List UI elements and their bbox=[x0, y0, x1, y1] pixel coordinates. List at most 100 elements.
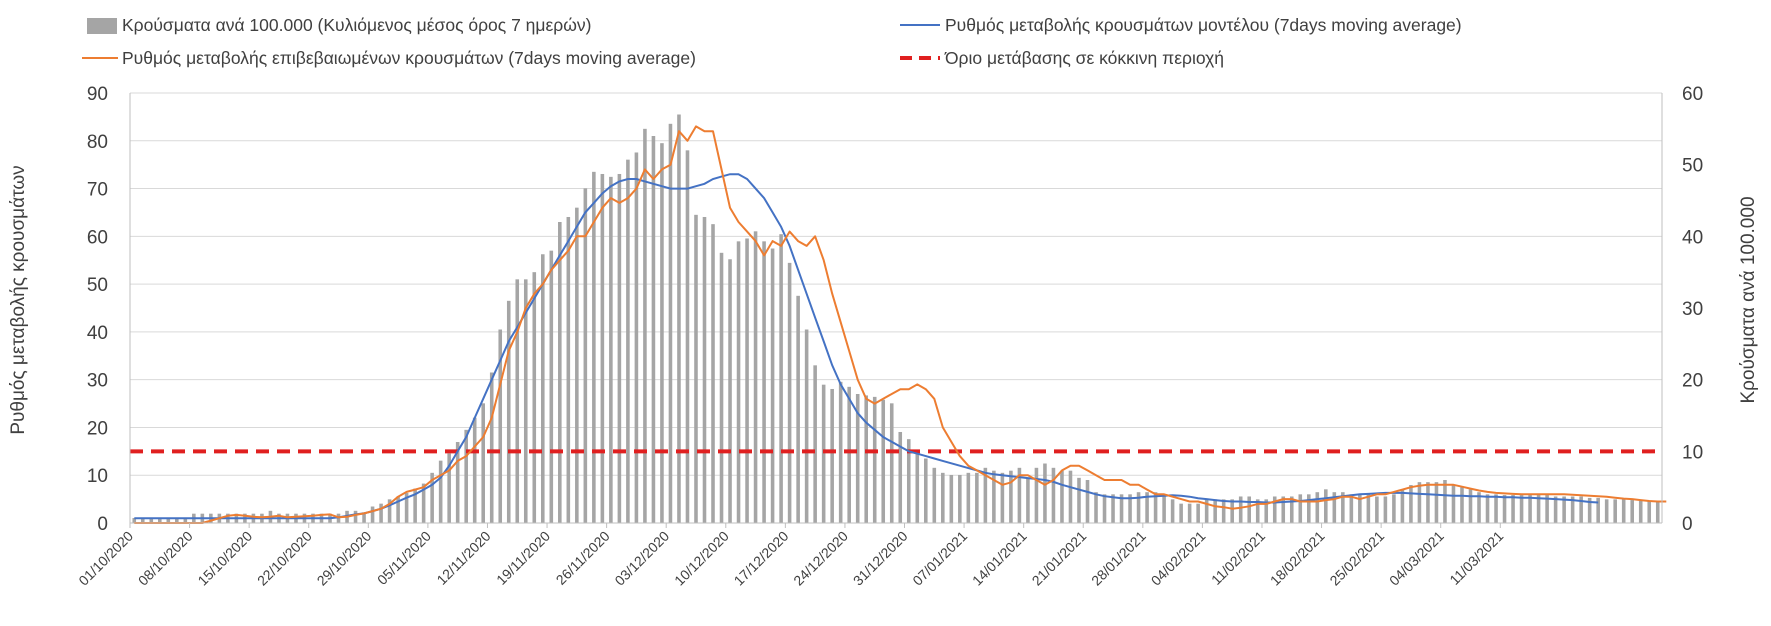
left-tick-label: 40 bbox=[87, 323, 108, 344]
bar bbox=[1332, 492, 1337, 523]
axes bbox=[129, 93, 1663, 524]
bar bbox=[1383, 496, 1388, 523]
bar bbox=[1349, 494, 1354, 523]
bar bbox=[1187, 503, 1192, 523]
bar bbox=[1238, 496, 1243, 523]
left-tick-label: 70 bbox=[87, 180, 108, 201]
gridlines bbox=[130, 92, 1662, 476]
bar bbox=[702, 216, 707, 523]
bar bbox=[1298, 494, 1303, 523]
bar bbox=[472, 417, 477, 523]
bar bbox=[1621, 499, 1626, 523]
bar bbox=[1519, 495, 1524, 523]
bar bbox=[430, 472, 434, 523]
bar bbox=[1111, 494, 1115, 523]
bar bbox=[1289, 496, 1294, 523]
bar bbox=[821, 384, 826, 523]
bar bbox=[941, 472, 945, 523]
x-axis-ticks: 01/10/202008/10/202015/10/202022/10/2020… bbox=[75, 523, 1507, 589]
bar bbox=[958, 474, 962, 523]
bar bbox=[1213, 499, 1217, 523]
bar bbox=[1528, 495, 1532, 523]
bar bbox=[915, 453, 920, 523]
bar bbox=[1638, 500, 1643, 523]
bar bbox=[898, 431, 903, 523]
bar bbox=[515, 279, 520, 523]
bar bbox=[1341, 492, 1345, 523]
bar bbox=[1587, 497, 1592, 523]
legend: Κρούσματα ανά 100.000 (Κυλιόμενος μέσος … bbox=[82, 15, 1462, 68]
x-tick-label: 24/12/2020 bbox=[790, 528, 851, 589]
bar bbox=[558, 222, 562, 523]
bar bbox=[387, 499, 392, 523]
bar bbox=[1153, 492, 1158, 523]
legend-bars-label: Κρούσματα ανά 100.000 (Κυλιόμενος μέσος … bbox=[122, 15, 591, 35]
bar bbox=[1060, 470, 1064, 523]
bar bbox=[975, 472, 979, 523]
x-tick-label: 08/10/2020 bbox=[135, 528, 196, 589]
bar bbox=[1230, 499, 1234, 523]
bar bbox=[1536, 495, 1541, 523]
right-tick-label: 0 bbox=[1682, 514, 1693, 535]
bar bbox=[1477, 492, 1481, 523]
bar bbox=[1017, 467, 1022, 523]
x-tick-label: 14/01/2021 bbox=[969, 528, 1030, 589]
bar bbox=[643, 128, 647, 524]
right-tick-label: 20 bbox=[1682, 371, 1703, 392]
bar bbox=[1494, 494, 1498, 523]
bar bbox=[949, 474, 954, 523]
x-tick-label: 11/02/2021 bbox=[1208, 528, 1268, 588]
bar bbox=[140, 517, 145, 523]
bar bbox=[1647, 501, 1652, 523]
x-tick-label: 19/11/2020 bbox=[493, 528, 553, 588]
bar bbox=[660, 143, 664, 523]
bar bbox=[592, 171, 596, 524]
bar bbox=[932, 467, 937, 523]
bar bbox=[379, 503, 383, 523]
left-tick-label: 0 bbox=[97, 514, 108, 535]
bar bbox=[1655, 501, 1660, 523]
left-tick-label: 20 bbox=[87, 418, 108, 439]
right-axis-title: Κρούσματα ανά 100.000 bbox=[1738, 196, 1759, 403]
x-tick-label: 25/02/2021 bbox=[1326, 528, 1387, 589]
bar bbox=[1630, 500, 1634, 523]
bar bbox=[736, 241, 741, 523]
right-tick-label: 30 bbox=[1682, 299, 1703, 320]
bar bbox=[762, 241, 766, 523]
bar bbox=[983, 467, 988, 523]
bar bbox=[1426, 482, 1430, 523]
bar bbox=[1579, 496, 1583, 523]
x-tick-label: 12/11/2020 bbox=[433, 528, 493, 588]
x-tick-label: 03/12/2020 bbox=[611, 528, 672, 589]
bar bbox=[1451, 485, 1456, 523]
bar bbox=[1026, 477, 1030, 523]
left-axis-ticks: 0 10 20 30 40 50 60 70 80 90 bbox=[87, 84, 108, 535]
bar bbox=[992, 470, 996, 523]
x-tick-label: 05/11/2020 bbox=[374, 528, 434, 588]
bar bbox=[787, 262, 792, 523]
confirmed-rate-line bbox=[134, 125, 1667, 524]
bar bbox=[1613, 499, 1617, 523]
right-tick-label: 50 bbox=[1682, 156, 1703, 177]
bar bbox=[362, 512, 366, 523]
bar bbox=[549, 250, 554, 523]
bar bbox=[770, 248, 775, 523]
bar bbox=[855, 394, 860, 523]
bar bbox=[1417, 482, 1422, 523]
bar bbox=[353, 510, 358, 523]
bar bbox=[132, 517, 137, 523]
bar bbox=[889, 403, 894, 523]
bar bbox=[455, 442, 460, 523]
bar bbox=[404, 492, 409, 523]
bar bbox=[830, 388, 834, 523]
bar bbox=[506, 300, 511, 523]
bar bbox=[1570, 496, 1575, 523]
bar bbox=[711, 224, 715, 523]
bar bbox=[1502, 495, 1507, 523]
x-tick-label: 04/03/2021 bbox=[1386, 528, 1447, 589]
bar bbox=[1553, 496, 1558, 523]
bar bbox=[1204, 499, 1209, 523]
left-tick-label: 50 bbox=[87, 275, 108, 296]
right-tick-label: 10 bbox=[1682, 442, 1703, 463]
